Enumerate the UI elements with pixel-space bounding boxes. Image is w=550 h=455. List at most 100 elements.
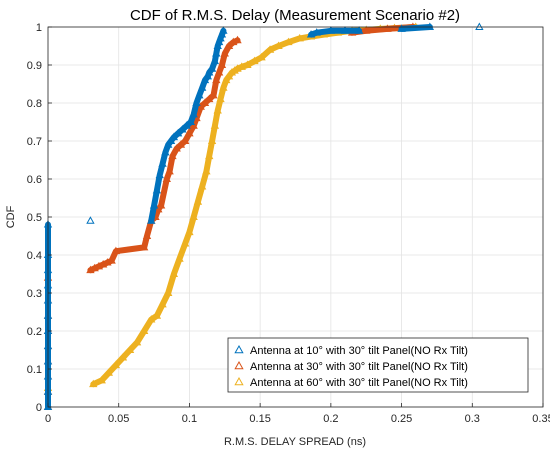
y-axis-label: CDF [5,205,17,228]
data-point-series-2 [181,239,190,247]
data-point-series-0 [164,140,173,148]
data-point-series-2 [111,360,121,369]
data-point-series-1 [142,231,152,239]
data-point-series-0 [214,37,224,46]
y-tick-label: 0.4 [27,250,42,262]
data-point-series-1 [165,166,174,175]
data-point-series-0 [147,216,156,224]
legend-box [227,337,529,393]
data-point-series-0 [312,28,321,36]
data-point-series-2 [219,83,228,91]
data-point-series-0 [203,71,212,80]
data-point-series-1 [233,35,242,44]
data-point-series-2 [139,326,149,334]
data-point-series-1 [139,242,149,251]
data-point-series-0 [340,26,350,34]
data-point-series-0 [169,132,179,141]
data-point-series-2 [118,353,128,361]
data-point-series-0 [192,98,201,106]
data-point-series-1 [220,49,229,57]
data-point-series-0 [182,121,191,129]
data-point-series-2 [189,212,198,220]
data-point-series-0 [216,33,225,42]
y-tick-label: 1 [36,22,42,34]
x-tick-label: 0 [45,413,51,425]
data-point-series-1 [205,94,214,103]
y-tick-label: 0.5 [27,212,42,224]
axis-ticks: 0 0.05 0.1 0.15 0.2 0.25 0.3 0.35 0 0.1 0.2 0.3 0.4 0… [27,22,550,425]
data-point-series-1 [189,121,198,129]
x-tick-label: 0.3 [465,413,480,425]
data-point-series-2 [185,227,194,236]
data-point-series-0 [219,26,228,34]
data-point-series-0 [43,402,53,410]
data-point-series-2 [257,52,266,61]
data-point-series-0 [173,128,183,137]
data-point-series-2 [169,269,179,277]
data-point-series-1 [154,204,163,213]
data-point-series-2 [216,94,225,103]
data-point-series-0 [178,125,187,133]
data-point-series-0 [425,22,435,30]
series-band-2 [90,24,419,388]
data-point-series-2 [125,345,135,353]
data-point-series-0 [189,109,198,118]
x-tick-label: 0.2 [323,413,338,425]
y-tick-label: 0.1 [27,364,42,376]
data-point-series-1 [176,140,186,148]
y-tick-label: 0.6 [27,174,42,186]
y-tick-label: 0.8 [27,98,42,110]
data-point-series-1 [224,41,234,49]
data-point-series-2 [175,254,184,262]
y-tick-label: 0.2 [27,326,42,338]
data-point-series-1 [200,98,210,106]
data-point-series-0 [166,136,176,144]
data-point-series-2 [164,288,173,296]
data-point-series-0 [354,26,364,34]
data-point-series-2 [152,311,162,319]
data-point-series-2 [210,121,220,129]
data-point-series-1 [185,128,194,137]
data-point-series-1 [162,174,171,182]
data-point-series-0 [186,117,196,125]
x-tick-label: 0.05 [108,413,129,425]
data-point-series-0 [207,64,217,72]
legend-label: Antenna at 30° with 30° tilt Panel(NO Rx… [250,361,468,373]
series-band-0 [148,27,227,224]
data-point-series-1 [362,26,371,34]
data-point-series-0 [200,75,210,84]
data-point-series-1 [156,201,166,209]
data-point-series-1 [209,90,218,99]
y-tick-label: 0.9 [27,60,42,72]
data-point-series-2 [89,379,98,388]
data-point-series-1 [383,24,392,32]
data-point-series-2 [274,41,283,49]
data-point-series-0 [152,185,162,194]
data-point-series-1 [168,151,177,160]
data-point-series-2 [237,62,246,70]
x-tick-label: 0.25 [391,413,412,425]
data-point-series-1 [181,136,190,144]
data-point-series-0 [197,83,207,91]
x-tick-label: 0.35 [532,413,550,425]
legend: Antenna at 10° with 30° tilt Panel(NO Rx… [227,337,529,393]
data-point-series-2 [227,68,237,76]
data-point-series-2 [147,315,156,323]
data-point-series-0 [397,24,406,32]
data-point-series-0 [212,49,221,57]
data-point-series-2 [158,299,167,308]
chart-title: CDF of R.M.S. Delay (Measurement Scenari… [130,7,460,24]
legend-marker [234,344,244,354]
data-point-series-2 [295,33,304,42]
data-point-series-1 [212,75,221,84]
data-point-series-2 [207,136,217,144]
data-point-series-1 [172,144,181,152]
data-point-series-0 [195,90,204,99]
legend-label: Antenna at 10° with 30° tilt Panel(NO Rx… [250,345,468,357]
data-point-series-0 [326,26,336,34]
x-tick-label: 0.15 [249,413,270,425]
data-point-series-0 [475,22,484,30]
legend-label: Antenna at 60° with 30° tilt Panel(NO Rx… [250,377,468,389]
data-point-series-1 [214,68,224,76]
